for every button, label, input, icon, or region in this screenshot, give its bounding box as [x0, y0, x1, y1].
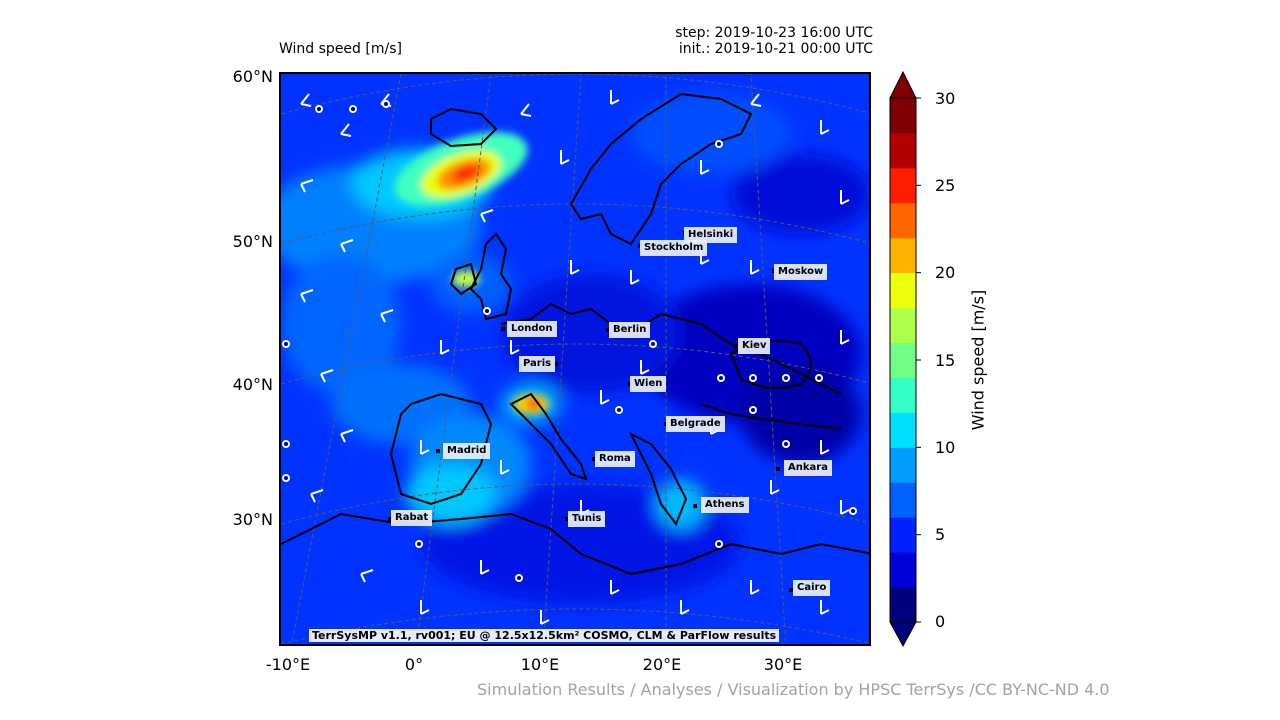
wind-speed-map: Helsinki Stockholm Moskow London Berlin …	[279, 72, 871, 646]
colorbar-band	[890, 587, 916, 623]
colorbar-tick-20: 20	[935, 263, 956, 282]
city-label-wien: Wien	[630, 376, 667, 392]
lat-label-40: 40°N	[232, 375, 273, 394]
graticule	[281, 74, 869, 644]
city-label-london: London	[507, 321, 557, 337]
colorbar-tick-15: 15	[935, 351, 956, 370]
colorbar-band	[890, 98, 916, 134]
lon-label-0: 0°	[404, 655, 424, 674]
colorbar-tick-0: 0	[935, 612, 946, 631]
colorbar-band	[890, 482, 916, 518]
lat-label-50: 50°N	[232, 232, 273, 251]
colorbar-band	[890, 132, 916, 169]
colorbar-band	[890, 552, 916, 588]
lon-label-10: 10°E	[520, 655, 560, 674]
city-label-ankara: Ankara	[784, 460, 832, 476]
colorbar-band	[890, 272, 916, 309]
lon-label-30: 30°E	[763, 655, 803, 674]
wind-barbs	[300, 90, 850, 625]
city-label-berlin: Berlin	[609, 322, 651, 338]
footer-attribution: Simulation Results / Analyses / Visualiz…	[477, 680, 1110, 699]
city-label-belgrade: Belgrade	[666, 416, 725, 432]
colorbar-band	[890, 307, 916, 344]
city-label-rabat: Rabat	[391, 510, 433, 526]
colorbar-band	[890, 447, 916, 483]
colorbar-band	[890, 237, 916, 274]
colorbar-band	[890, 202, 916, 239]
lat-label-30: 30°N	[232, 510, 273, 529]
colorbar	[889, 70, 921, 648]
city-label-helsinki: Helsinki	[684, 227, 738, 243]
map-title: Wind speed [m/s]	[279, 41, 402, 57]
city-label-stockholm: Stockholm	[640, 240, 708, 256]
lon-label-20: 20°E	[642, 655, 682, 674]
city-label-madrid: Madrid	[443, 443, 491, 459]
colorbar-extend-min	[889, 621, 917, 648]
city-label-roma: Roma	[595, 451, 635, 467]
colorbar-band	[890, 517, 916, 553]
lon-label-m10: -10°E	[265, 655, 311, 674]
colorbar-tick-30: 30	[935, 89, 956, 108]
colorbar-band	[890, 377, 916, 413]
colorbar-band	[890, 342, 916, 378]
colorbar-band	[890, 412, 916, 448]
model-credit: TerrSysMP v1.1, rv001; EU @ 12.5x12.5km²…	[309, 629, 780, 642]
city-label-tunis: Tunis	[568, 511, 606, 527]
step-time: step: 2019-10-23 16:00 UTC	[675, 25, 873, 41]
city-label-athens: Athens	[701, 497, 749, 513]
city-label-moskow: Moskow	[774, 264, 828, 280]
colorbar-bands	[889, 70, 921, 648]
time-info: step: 2019-10-23 16:00 UTC init.: 2019-1…	[675, 25, 873, 57]
colorbar-tick-5: 5	[935, 525, 946, 544]
city-label-cairo: Cairo	[793, 580, 831, 596]
colorbar-label: Wind speed [m/s]	[968, 289, 988, 431]
calm-markers	[282, 100, 857, 582]
colorbar-tick-25: 25	[935, 176, 956, 195]
colorbar-band	[890, 167, 916, 204]
city-label-kiev: Kiev	[738, 338, 771, 354]
init-time: init.: 2019-10-21 00:00 UTC	[678, 41, 873, 57]
colorbar-tick-10: 10	[935, 438, 956, 457]
lat-label-60: 60°N	[232, 67, 273, 86]
colorbar-extend-max	[889, 70, 917, 99]
city-label-paris: Paris	[519, 356, 556, 372]
map-canvas	[281, 74, 869, 644]
